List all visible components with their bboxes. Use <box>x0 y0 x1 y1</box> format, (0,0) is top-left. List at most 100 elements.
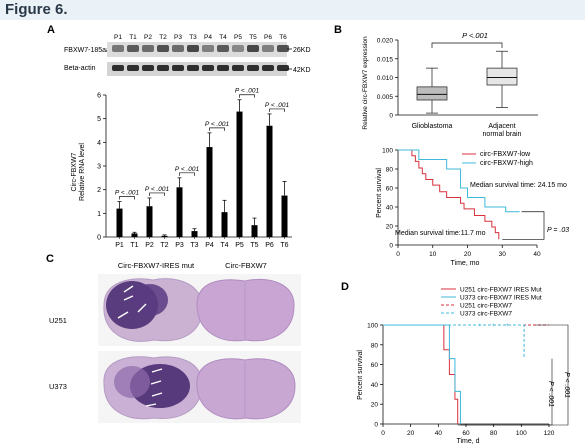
chart-b-ytick: 0 <box>389 113 393 120</box>
western-band <box>262 65 274 71</box>
chart-a-xtick: T4 <box>220 242 228 249</box>
western-kd-42: 42KD <box>293 67 311 74</box>
chart-a-bracket <box>269 108 285 112</box>
western-lane-label: P5 <box>234 34 242 41</box>
western-band <box>217 45 229 52</box>
km1-xtick: 0 <box>396 251 400 258</box>
western-band <box>157 45 169 52</box>
chart-a-xtick: T2 <box>160 242 168 249</box>
panel-c-row2: U373 <box>49 382 67 391</box>
chart-a-bracket <box>149 192 165 196</box>
western-lane-label: P1 <box>114 34 122 41</box>
western-band <box>187 65 199 71</box>
western-lane-label: P2 <box>144 34 152 41</box>
chart-a-bar <box>131 233 138 237</box>
panel-c: Circ-FBXW7-IRES mut Circ-FBXW7 U251 U373 <box>49 261 301 423</box>
western-band <box>217 65 229 71</box>
km1-ytick: 40 <box>386 205 394 212</box>
western-band <box>142 45 154 52</box>
chart-a-bracket <box>119 196 135 200</box>
figure-title: Figure 6. <box>5 1 68 18</box>
western-band <box>277 45 289 52</box>
km2-xtick: 40 <box>435 430 443 437</box>
western-band <box>127 65 139 71</box>
western-lane-label: T4 <box>219 34 227 41</box>
western-band <box>277 65 289 71</box>
chart-a-pvalue: P < .001 <box>205 121 230 128</box>
km1-legend-low: circ-FBXW7-low <box>480 151 531 158</box>
km2-legend-item: U373 circ-FBXW7 <box>460 311 512 318</box>
chart-a-bar <box>266 125 273 237</box>
chart-a-xtick: P6 <box>265 242 274 249</box>
km2-ytick: 60 <box>371 362 379 369</box>
km1-annot-low: Median survival time:11.7 mo <box>395 230 486 237</box>
km1-line-high <box>398 149 520 213</box>
chart-a-pvalue: P < .001 <box>265 102 290 109</box>
western-band <box>187 45 199 52</box>
western-lane-label: P3 <box>174 34 182 41</box>
km2-xtick: 120 <box>544 430 555 437</box>
western-row2-label: Beta-actin <box>64 65 96 72</box>
km2-bracket-1 <box>457 358 553 426</box>
chart-a-bar <box>161 235 168 237</box>
western-band <box>247 65 259 71</box>
chart-a-pvalue: P < .001 <box>115 190 140 197</box>
chart-a-bracket <box>179 172 195 176</box>
km2-xtick: 80 <box>490 430 498 437</box>
western-lane-label: P4 <box>204 34 212 41</box>
km2-xtick: 60 <box>462 430 470 437</box>
km2-xtick: 100 <box>516 430 527 437</box>
section-u251-mut <box>103 278 203 342</box>
western-blot: P1 T1 P2 T2 P3 T3 P4 T4 P5 T5 P6 T6 FBXW7-185aa Bet… <box>64 34 311 76</box>
chart-b: Relative circ-FBXW7 expression 0 0.005 0.0… <box>362 31 538 138</box>
western-bands-row2 <box>112 65 289 71</box>
western-band <box>112 45 124 52</box>
western-lane-labels: P1 T1 P2 T2 P3 T3 P4 T4 P5 T5 P6 T6 <box>114 34 287 41</box>
chart-a-ytick: 1 <box>97 211 101 218</box>
chart-a-bar <box>191 231 198 237</box>
chart-b-box <box>416 86 448 101</box>
km1-legend: circ-FBXW7-low circ-FBXW7-high <box>462 151 533 167</box>
chart-a-xtick: P4 <box>205 242 214 249</box>
panel-d-letter: D <box>341 281 349 293</box>
chart-a-xtick: P1 <box>115 242 124 249</box>
chart-a-ylabel-1: Circ-FBXW7 <box>71 152 78 191</box>
km1-bracket <box>502 211 545 240</box>
western-band <box>112 65 124 71</box>
western-band <box>202 65 214 71</box>
km1-ytick: 60 <box>386 186 394 193</box>
panel-c-row1: U251 <box>49 316 67 325</box>
chart-a-bracket <box>209 127 225 131</box>
western-lane-label: T1 <box>129 34 137 41</box>
western-band <box>127 45 139 52</box>
western-band <box>232 65 244 71</box>
chart-a-bar <box>116 208 123 237</box>
km1-line-low <box>398 149 500 240</box>
chart-b-box <box>486 67 518 86</box>
km1-xtick: 40 <box>533 251 541 258</box>
km1-ytick: 0 <box>389 243 393 250</box>
chart-b-ytick: 0.005 <box>377 94 394 101</box>
western-band <box>172 45 184 52</box>
km1-xtick: 10 <box>429 251 437 258</box>
panel-b-letter: B <box>334 24 342 36</box>
km2-pvalue-1: P < .001 <box>547 381 554 407</box>
km2-xlabel: Time, d <box>456 438 479 445</box>
km1-pvalue: P = .03 <box>547 227 569 234</box>
km2-legend-item: U251 circ-FBXW7 <box>460 303 512 310</box>
km1-ytick: 80 <box>386 167 394 174</box>
km1-ylabel: Percent survival <box>376 168 383 218</box>
km2-bracket-2 <box>460 324 569 426</box>
chart-a-pvalue: P < .001 <box>145 186 170 193</box>
western-kd-26: 26KD <box>293 47 311 54</box>
section-u251-wt <box>196 278 295 342</box>
km2-ylabel: Percent survival <box>357 350 364 400</box>
km1-ytick: 20 <box>386 224 394 231</box>
chart-a: Circ-FBXW7 Relative RNA level 0 1 2 3 4 5 6 P1 T… <box>71 88 292 249</box>
km2-ytick: 40 <box>371 382 379 389</box>
western-band <box>157 65 169 71</box>
km1-plot: 0 20 40 60 80 100 0 10 20 30 40 <box>382 148 545 258</box>
chart-a-bar <box>146 206 153 237</box>
section-u373-wt <box>196 358 296 420</box>
